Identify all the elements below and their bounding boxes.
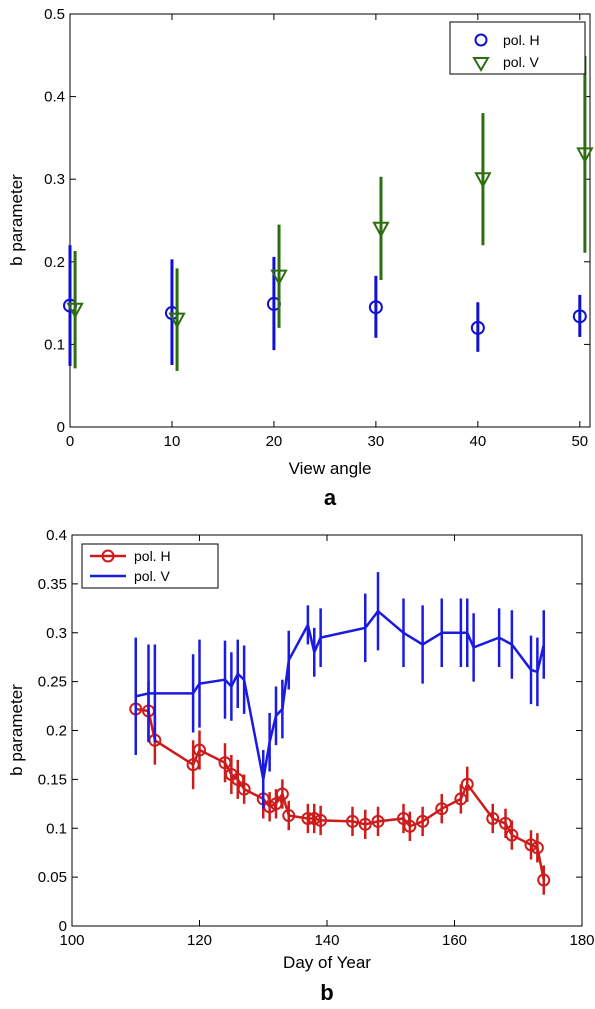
- legend-b: pol. H pol. V: [81, 543, 219, 589]
- x-axis-label-a: View angle: [289, 459, 372, 478]
- data-marks-a: [63, 56, 594, 371]
- data-point-pol-v-a: [474, 172, 492, 189]
- x-tick-label-a: 20: [266, 433, 283, 450]
- x-tick-label-b: 140: [314, 932, 339, 949]
- data-marks-b: [129, 572, 551, 895]
- data-point-pol-h-b: [416, 814, 430, 828]
- data-point-pol-v-a: [372, 221, 390, 238]
- legend-label-pol-h-b: pol. H: [134, 548, 171, 564]
- data-point-pol-h-b: [218, 756, 232, 770]
- chart-a: 0 10 20 30 40 50 00.10.20.30.40.5 View angle …: [7, 6, 594, 510]
- x-ticks-a: 0 10 20 30 40 50: [66, 14, 588, 450]
- legend-marker-pol-v-a: [472, 57, 490, 72]
- data-point-pol-h-b: [524, 838, 538, 852]
- data-point-pol-h-a: [470, 320, 485, 335]
- y-tick-label-a: 0.5: [44, 6, 65, 23]
- data-point-pol-h-b: [269, 797, 283, 811]
- y-tick-label-b: 0.25: [38, 674, 67, 691]
- data-point-pol-h-b: [371, 814, 385, 828]
- data-point-pol-h-b: [358, 817, 372, 831]
- data-point-pol-v-a: [168, 312, 186, 329]
- data-point-pol-h-b: [460, 777, 474, 791]
- x-tick-label-a: 30: [368, 433, 385, 450]
- y-tick-label-a: 0.4: [44, 89, 65, 106]
- panel-label-a: a: [324, 485, 337, 510]
- y-tick-label-a: 0.2: [44, 254, 65, 271]
- data-point-pol-h-b: [231, 772, 245, 786]
- legend-box-a: [449, 21, 586, 75]
- data-point-pol-h-b: [397, 811, 410, 825]
- data-point-pol-h-b: [530, 841, 544, 855]
- data-point-pol-h-b: [537, 873, 551, 887]
- legend-label-pol-h-a: pol. H: [503, 32, 540, 48]
- x-tick-label-a: 0: [66, 433, 74, 450]
- data-point-pol-v-a: [576, 147, 594, 164]
- data-point-pol-h-a: [572, 309, 587, 324]
- y-tick-label-b: 0.35: [38, 576, 67, 593]
- y-tick-label-b: 0.2: [46, 723, 67, 740]
- y-tick-label-b: 0.3: [46, 625, 67, 642]
- x-tick-label-a: 50: [571, 433, 588, 450]
- legend-a: pol. H pol. V: [449, 21, 586, 75]
- y-tick-label-a: 0.3: [44, 171, 65, 188]
- x-tick-label-a: 40: [469, 433, 486, 450]
- data-point-pol-h-b: [454, 792, 468, 806]
- data-point-pol-h-b: [403, 819, 417, 833]
- y-axis-label-b: b parameter: [7, 684, 26, 776]
- x-tick-label-b: 180: [569, 932, 594, 949]
- legend-marker-pol-h-a: [474, 33, 488, 47]
- y-tick-label-b: 0: [59, 918, 67, 935]
- data-point-pol-h-b: [499, 816, 512, 830]
- x-tick-label-b: 120: [187, 932, 212, 949]
- y-tick-label-b: 0.4: [46, 527, 67, 544]
- data-point-pol-h-a: [368, 300, 383, 315]
- data-point-pol-h-b: [346, 814, 359, 828]
- data-point-pol-h-b: [314, 813, 328, 827]
- data-point-pol-h-b: [237, 782, 251, 796]
- panel-label-b: b: [320, 980, 333, 1005]
- data-point-pol-h-b: [505, 828, 519, 842]
- y-tick-label-b: 0.15: [38, 771, 67, 788]
- x-tick-label-b: 160: [442, 932, 467, 949]
- data-point-pol-h-b: [307, 811, 321, 825]
- x-tick-label-b: 100: [59, 932, 84, 949]
- y-ticks-b: 0 0.05 0.1 0.15 0.2 0.25 0.3 0.35 0.4: [38, 527, 582, 935]
- data-point-pol-h-b: [282, 809, 296, 823]
- x-axis-label-b: Day of Year: [283, 953, 371, 972]
- chart-b: 100 120 140 160 180 0 0.05 0.1 0.15 0.2 0.25 0.3 0.…: [7, 527, 595, 1005]
- series-line-pol-h-b: [135, 707, 546, 881]
- plot-area-a: [69, 13, 591, 428]
- y-tick-label-b: 0.1: [46, 820, 67, 837]
- data-point-pol-h-b: [275, 787, 289, 801]
- legend-label-pol-v-b: pol. V: [134, 568, 170, 584]
- x-ticks-b: 100 120 140 160 180: [59, 535, 595, 949]
- y-tick-label-b: 0.05: [38, 869, 67, 886]
- y-tick-label-a: 0.1: [44, 336, 65, 353]
- data-point-pol-h-b: [301, 811, 315, 825]
- data-point-pol-h-b: [186, 758, 200, 772]
- data-point-pol-v-a: [66, 302, 84, 319]
- y-tick-label-a: 0: [57, 419, 65, 436]
- y-ticks-a: 0 0.1 0.2 0.3 0.4 0.5: [44, 6, 590, 436]
- data-point-pol-v-a: [270, 269, 288, 286]
- legend-marker-pol-h-b: [101, 549, 115, 563]
- plot-area-b: [71, 534, 583, 927]
- series-line-pol-v-b: [135, 609, 546, 780]
- data-point-pol-h-b: [435, 802, 449, 816]
- data-point-pol-h-b: [193, 743, 206, 757]
- x-tick-label-a: 10: [164, 433, 181, 450]
- y-axis-label-a: b parameter: [7, 174, 26, 266]
- data-point-pol-h-b: [486, 811, 500, 825]
- legend-label-pol-v-a: pol. V: [503, 54, 539, 70]
